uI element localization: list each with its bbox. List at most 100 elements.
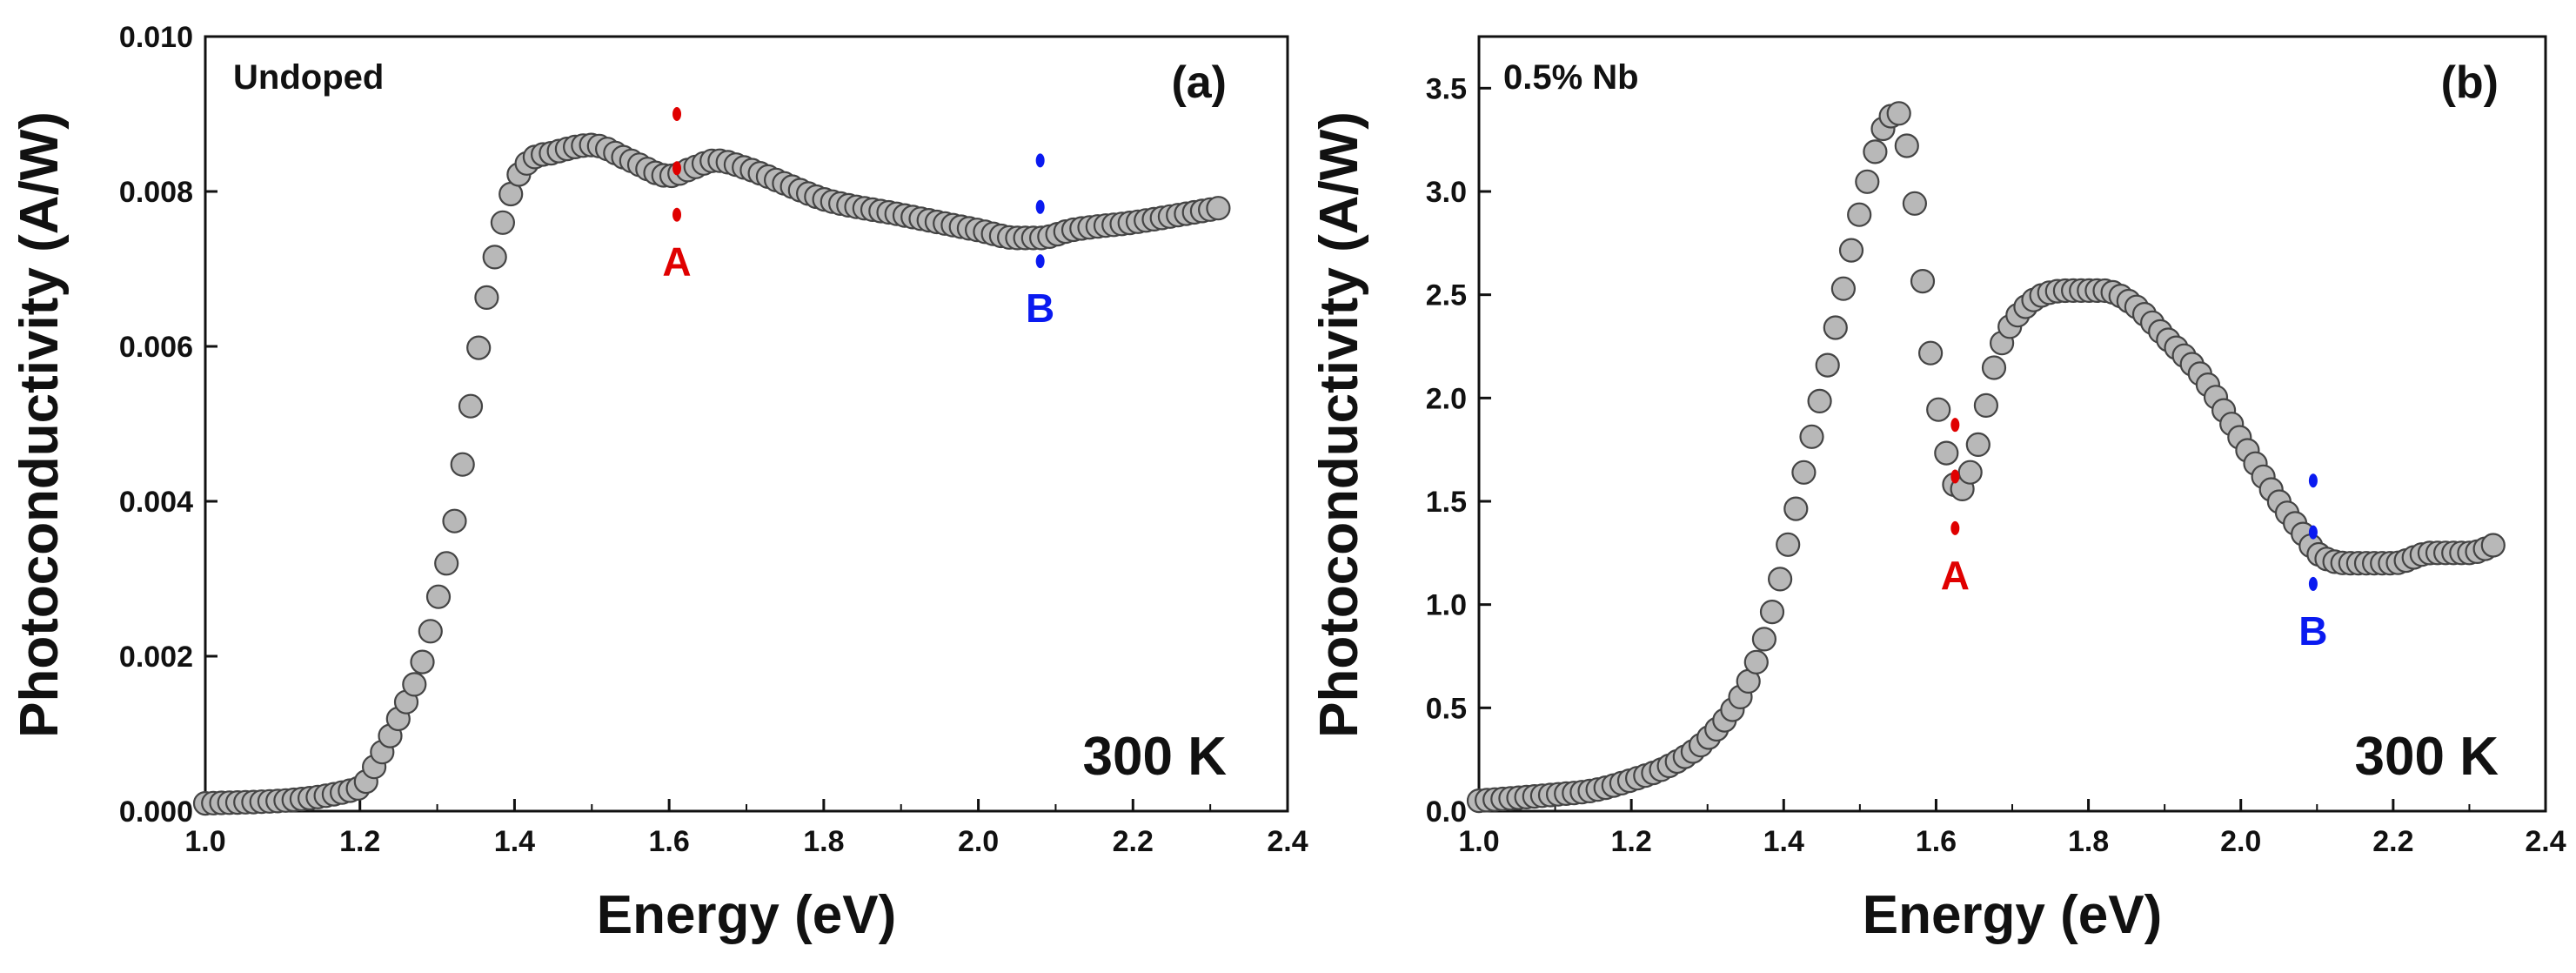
marker-dot [672, 161, 682, 176]
y-tick-label: 2.0 [1426, 382, 1467, 415]
data-point [1759, 599, 1785, 625]
marker-dot [2308, 576, 2318, 591]
panel-b-nb-doped: 1.0 1.2 1.4 1.6 1.8 2.0 2.2 2.4 0.0 0.5 1.0 1.5 2.0 2… [1309, 35, 2566, 945]
data-point [1957, 460, 1983, 485]
marker-dot [2308, 525, 2318, 540]
marker-dot [1950, 469, 1960, 484]
x-tick-label: 1.6 [1916, 825, 1957, 858]
axis-ticks [204, 35, 1289, 813]
data-point [1965, 432, 1991, 457]
data-point [1886, 101, 1911, 126]
data-point [1791, 460, 1817, 485]
x-tick-label: 1.6 [649, 825, 690, 858]
marker-dot [1950, 418, 1960, 433]
sample-label: 0.5% Nb [1503, 58, 1639, 97]
marker-dot [1950, 520, 1960, 535]
data-point [490, 210, 516, 235]
data-point [458, 393, 484, 419]
marker-label-B: B [2298, 608, 2327, 654]
x-tick-label: 1.4 [494, 825, 535, 858]
data-point [1981, 355, 2007, 380]
data-point [1847, 202, 1872, 227]
data-point [1902, 191, 1927, 216]
y-axis-title: Photoconductivity (A/W) [10, 111, 70, 738]
y-tick-label: 3.5 [1426, 72, 1467, 105]
panel-letter: (a) [1171, 57, 1227, 108]
data-point [1863, 139, 1888, 164]
data-point [1743, 649, 1769, 674]
data-point [1830, 276, 1856, 301]
data-point [450, 452, 475, 477]
tick-labels: 1.0 1.2 1.4 1.6 1.8 2.0 2.2 2.4 0.000 0.002 0.004 0… [119, 21, 1308, 858]
x-tick-label: 1.8 [2068, 825, 2109, 858]
y-tick-label: 1.5 [1426, 486, 1467, 519]
data-point [1206, 196, 1231, 221]
data-point [1799, 424, 1824, 449]
data-point [1783, 496, 1809, 521]
data-point [418, 619, 443, 644]
data-point [482, 245, 507, 270]
feature-markers: AB [1941, 418, 2328, 654]
marker-dot [1035, 199, 1045, 214]
data-point [1894, 133, 1919, 158]
temperature-label: 300 K [1083, 727, 1228, 787]
data-point [1934, 440, 1959, 466]
data-point [1918, 340, 1944, 366]
marker-dot [1035, 153, 1045, 168]
x-tick-label: 1.0 [184, 825, 225, 858]
x-tick-label: 1.2 [339, 825, 380, 858]
data-point [425, 584, 452, 609]
data-point [1838, 238, 1864, 263]
marker-label-A: A [1941, 553, 1970, 598]
y-axis-title: Photoconductivity (A/W) [1309, 111, 1369, 738]
marker-dot [2308, 473, 2318, 488]
data-point [402, 672, 427, 697]
marker-label-A: A [662, 239, 691, 285]
marker-dot [672, 207, 682, 222]
data-point [1973, 393, 1998, 418]
y-tick-label: 0.002 [119, 641, 193, 674]
x-tick-label: 1.8 [803, 825, 844, 858]
x-tick-label: 2.2 [1113, 825, 1154, 858]
data-point [1926, 397, 1951, 422]
y-tick-label: 0.004 [119, 486, 193, 519]
sample-label: Undoped [233, 58, 384, 97]
data-point [1910, 269, 1936, 294]
temperature-label: 300 K [2355, 727, 2499, 787]
x-tick-label: 2.4 [2525, 825, 2566, 858]
data-points [192, 132, 1231, 816]
x-tick-label: 1.2 [1611, 825, 1652, 858]
plot-frame [204, 35, 1289, 813]
data-point [442, 508, 467, 533]
axis-ticks [1477, 86, 2547, 813]
panel-letter: (b) [2441, 57, 2499, 108]
y-tick-label: 0.000 [119, 795, 193, 829]
data-point [1815, 352, 1840, 378]
marker-dot [1035, 254, 1045, 269]
feature-markers: AB [662, 107, 1054, 331]
data-point [2480, 533, 2506, 558]
y-tick-label: 0.5 [1426, 692, 1467, 725]
x-tick-label: 1.0 [1458, 825, 1499, 858]
x-axis-title: Energy (eV) [597, 885, 897, 945]
tick-labels: 1.0 1.2 1.4 1.6 1.8 2.0 2.2 2.4 0.0 0.5 1.0 1.5 2.0 2… [1426, 72, 2566, 858]
data-point [474, 285, 499, 310]
x-tick-label: 2.0 [958, 825, 999, 858]
y-tick-label: 0.010 [119, 21, 193, 54]
data-point [1751, 627, 1777, 652]
y-tick-label: 0.006 [119, 331, 193, 364]
data-point [1855, 169, 1880, 194]
data-point [1807, 388, 1832, 413]
panel-a-undoped: 1.0 1.2 1.4 1.6 1.8 2.0 2.2 2.4 0.000 0.002 0.004 0… [10, 21, 1308, 945]
x-axis-title: Energy (eV) [1863, 885, 2163, 945]
x-tick-label: 2.0 [2220, 825, 2261, 858]
y-tick-label: 3.0 [1426, 176, 1467, 209]
data-points [1466, 101, 2506, 814]
y-tick-label: 1.0 [1426, 589, 1467, 622]
data-point [1767, 567, 1793, 592]
y-tick-label: 0.0 [1426, 795, 1467, 829]
data-point [1823, 315, 1848, 340]
x-tick-label: 1.4 [1763, 825, 1804, 858]
plot-frame [1477, 35, 2547, 813]
data-point [434, 551, 459, 576]
